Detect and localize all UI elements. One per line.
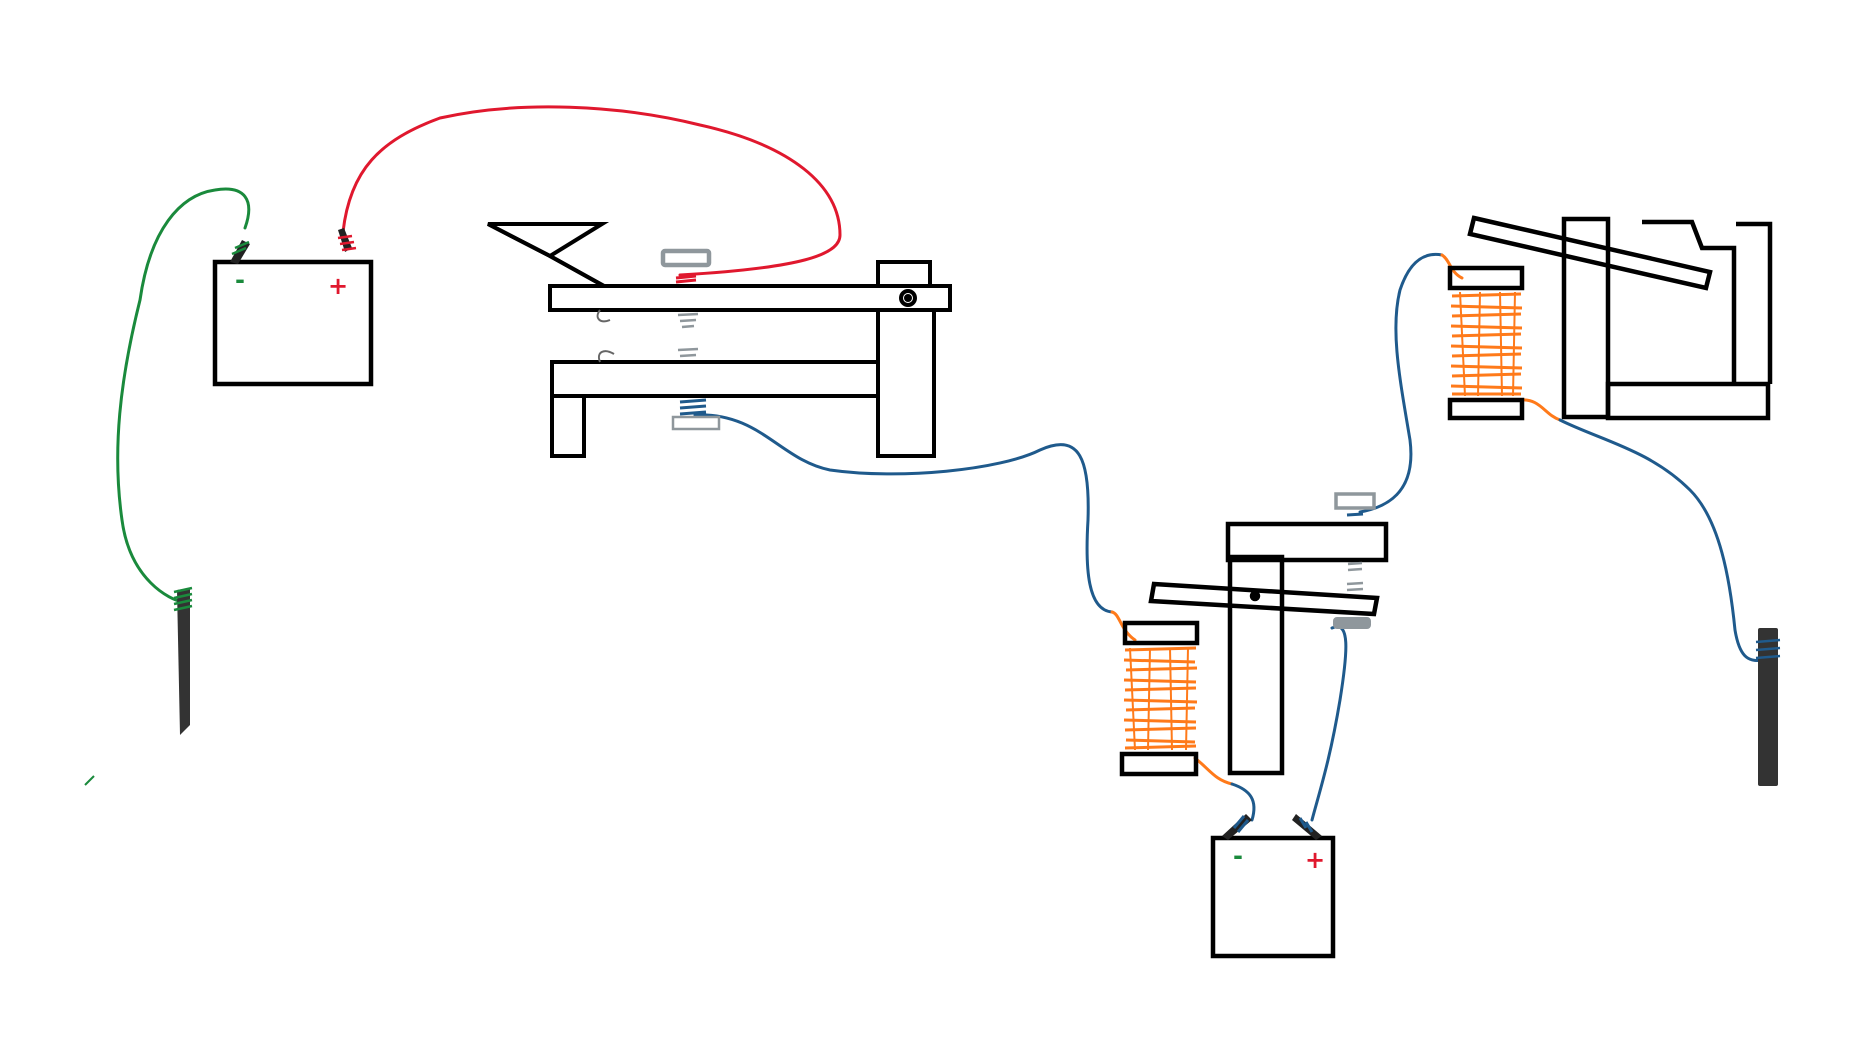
key-top-contact — [660, 248, 712, 268]
relay-top-contact — [1334, 492, 1376, 510]
blue-wire-relay-to-battery — [1230, 782, 1256, 822]
relay-coil-lead-top — [1110, 610, 1137, 642]
relay-armature — [1148, 581, 1380, 617]
relay-coil-lead-bottom — [1193, 756, 1234, 786]
battery-right-body — [1210, 835, 1336, 959]
ground-tick-mark — [84, 775, 95, 786]
battery-right: - + — [1210, 814, 1336, 959]
red-wire — [341, 105, 842, 277]
sounder-coil-bottom-cap — [1447, 397, 1525, 421]
battery-right-neg-terminal — [1222, 814, 1252, 840]
relay-frame-top — [1225, 521, 1389, 563]
sounder-post — [1561, 216, 1611, 420]
key-pivot — [899, 289, 917, 307]
battery-right-pos-terminal — [1292, 814, 1322, 840]
relay-bottom-contact — [1333, 617, 1371, 629]
sounder-coil — [1450, 291, 1523, 397]
relay-coil-top-cap — [1122, 620, 1200, 646]
battery-right-neg-label: - — [1233, 842, 1243, 870]
battery-left-neg-label: - — [235, 266, 245, 294]
blue-wire-battery-to-contact — [1310, 625, 1348, 822]
ground-rod-icon — [84, 586, 193, 786]
relay-coil — [1123, 646, 1198, 751]
relay-frame-post — [1227, 554, 1285, 776]
battery-left-neg-terminal — [230, 240, 250, 264]
blue-wire-contact-to-sounder — [1358, 252, 1444, 514]
sounder-coil-lead-bottom — [1518, 398, 1562, 422]
key-lever — [548, 284, 952, 312]
key-bottom-contact — [671, 415, 721, 431]
key-post — [876, 308, 936, 458]
wires — [116, 105, 1767, 822]
battery-right-pos-label: + — [1305, 846, 1325, 874]
sounder-frame — [1605, 381, 1771, 421]
battery-left-pos-terminal — [337, 228, 357, 252]
battery-left: - + — [212, 228, 374, 387]
key-base — [550, 360, 880, 398]
blue-wire-key-to-relay — [693, 413, 1114, 614]
sounder-icon — [1447, 215, 1773, 421]
blue-wire-sounder-to-ground — [1558, 418, 1767, 663]
green-wire — [116, 187, 251, 604]
sounder-armature — [1467, 215, 1713, 291]
battery-left-body — [212, 259, 374, 387]
relay-coil-bottom-cap — [1119, 751, 1199, 777]
sounder-coil-top-cap — [1447, 265, 1525, 291]
ground-rod-icon — [1755, 628, 1781, 786]
battery-left-pos-label: + — [328, 272, 348, 300]
telegraph-key-icon — [487, 222, 952, 458]
relay-icon — [1119, 492, 1389, 777]
